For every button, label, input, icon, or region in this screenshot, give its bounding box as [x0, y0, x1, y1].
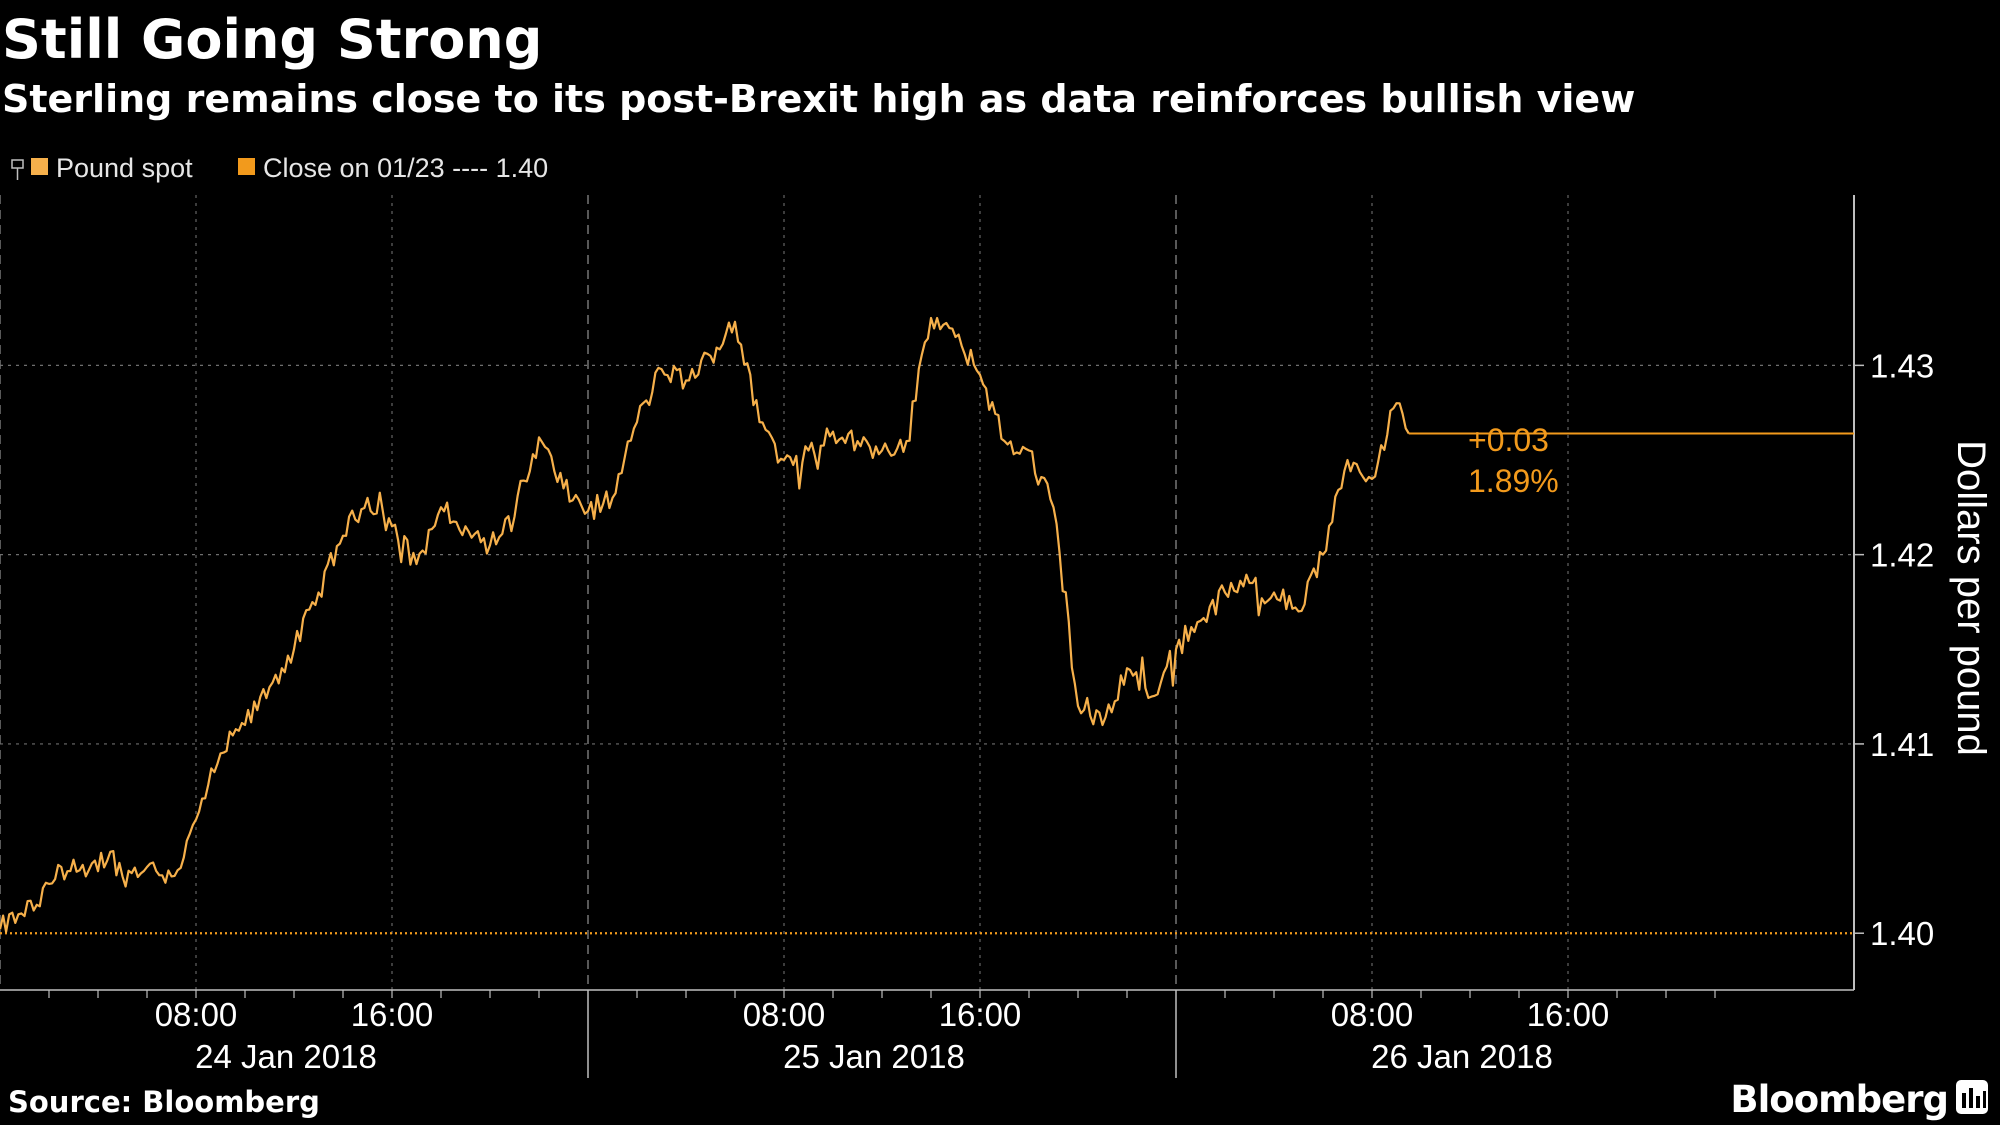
- tick-labels: 1.40 1.41 1.42 1.43 08:00 16:00 08:00 16:00 08:0…: [155, 347, 1935, 1075]
- legend: Pound spot Close on 01/23 ---- 1.40: [11, 153, 548, 183]
- x-date-label: 26 Jan 2018: [1371, 1038, 1553, 1075]
- chart-title: Still Going Strong: [2, 8, 542, 71]
- percent-annotation: 1.89%: [1468, 463, 1559, 499]
- grid: [0, 195, 1854, 990]
- y-tick-label: 1.41: [1870, 726, 1934, 763]
- legend-label-pound-spot: Pound spot: [56, 153, 193, 183]
- legend-pin-icon: [11, 159, 24, 180]
- bloomberg-logo: Bloomberg: [1730, 1078, 1948, 1121]
- series-line-pound-spot: [0, 316, 1410, 933]
- x-date-label: 24 Jan 2018: [195, 1038, 377, 1075]
- x-tick-label: 16:00: [939, 996, 1022, 1033]
- y-tick-label: 1.43: [1870, 347, 1934, 384]
- series-layer: [0, 316, 1854, 933]
- chart-subtitle: Sterling remains close to its post-Brexi…: [2, 77, 1635, 121]
- x-tick-label: 16:00: [351, 996, 434, 1033]
- axes: [0, 195, 1864, 1078]
- y-axis-label: Dollars per pound: [1949, 440, 1993, 756]
- x-tick-label: 08:00: [155, 996, 238, 1033]
- legend-swatch-close-reference: [238, 158, 255, 175]
- x-date-label: 25 Jan 2018: [783, 1038, 965, 1075]
- change-annotation: +0.03: [1468, 422, 1549, 458]
- x-tick-label: 08:00: [1331, 996, 1414, 1033]
- legend-label-close-reference: Close on 01/23 ---- 1.40: [263, 153, 548, 183]
- x-tick-label: 08:00: [743, 996, 826, 1033]
- legend-swatch-pound-spot: [31, 158, 48, 175]
- bloomberg-logo-icon: [1956, 1080, 1988, 1114]
- y-tick-label: 1.40: [1870, 915, 1934, 952]
- source-note: Source: Bloomberg: [8, 1085, 320, 1119]
- y-tick-label: 1.42: [1870, 537, 1934, 574]
- x-tick-label: 16:00: [1527, 996, 1610, 1033]
